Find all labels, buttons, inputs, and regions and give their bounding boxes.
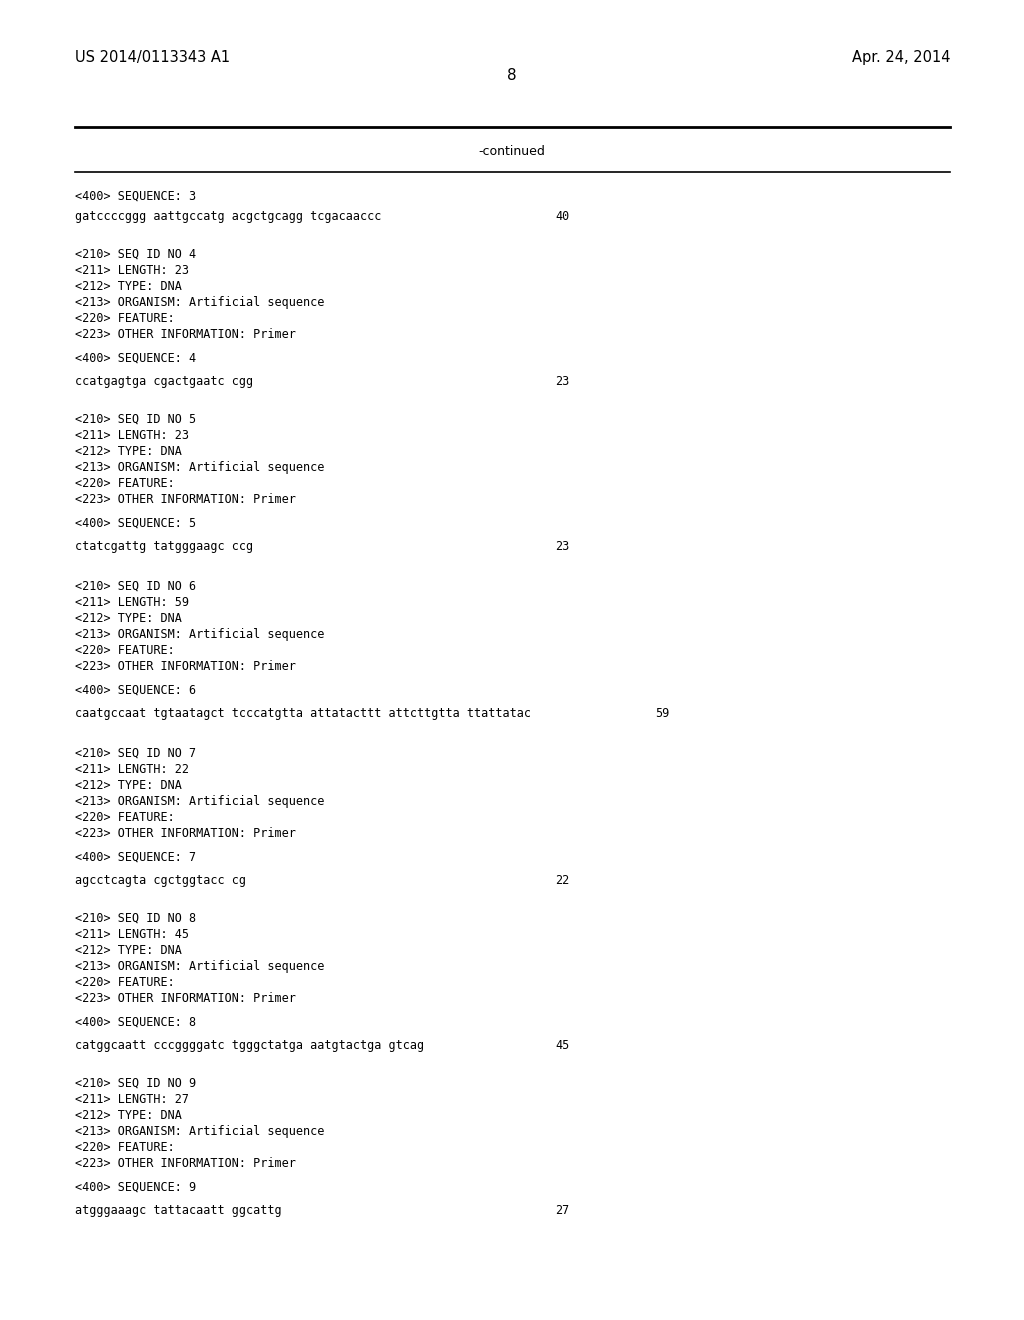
Text: agcctcagta cgctggtacc cg: agcctcagta cgctggtacc cg [75,874,246,887]
Text: <223> OTHER INFORMATION: Primer: <223> OTHER INFORMATION: Primer [75,993,296,1005]
Text: <210> SEQ ID NO 7: <210> SEQ ID NO 7 [75,747,197,760]
Text: <223> OTHER INFORMATION: Primer: <223> OTHER INFORMATION: Primer [75,1158,296,1170]
Text: <220> FEATURE:: <220> FEATURE: [75,644,175,657]
Text: 22: 22 [555,874,569,887]
Text: <212> TYPE: DNA: <212> TYPE: DNA [75,445,182,458]
Text: <220> FEATURE:: <220> FEATURE: [75,810,175,824]
Text: <211> LENGTH: 59: <211> LENGTH: 59 [75,597,189,609]
Text: <211> LENGTH: 22: <211> LENGTH: 22 [75,763,189,776]
Text: Apr. 24, 2014: Apr. 24, 2014 [852,50,950,65]
Text: <213> ORGANISM: Artificial sequence: <213> ORGANISM: Artificial sequence [75,461,325,474]
Text: <211> LENGTH: 23: <211> LENGTH: 23 [75,429,189,442]
Text: <213> ORGANISM: Artificial sequence: <213> ORGANISM: Artificial sequence [75,795,325,808]
Text: <213> ORGANISM: Artificial sequence: <213> ORGANISM: Artificial sequence [75,296,325,309]
Text: <400> SEQUENCE: 7: <400> SEQUENCE: 7 [75,851,197,865]
Text: <212> TYPE: DNA: <212> TYPE: DNA [75,944,182,957]
Text: <212> TYPE: DNA: <212> TYPE: DNA [75,1109,182,1122]
Text: <223> OTHER INFORMATION: Primer: <223> OTHER INFORMATION: Primer [75,492,296,506]
Text: <400> SEQUENCE: 6: <400> SEQUENCE: 6 [75,684,197,697]
Text: <210> SEQ ID NO 8: <210> SEQ ID NO 8 [75,912,197,925]
Text: <212> TYPE: DNA: <212> TYPE: DNA [75,280,182,293]
Text: <210> SEQ ID NO 5: <210> SEQ ID NO 5 [75,413,197,426]
Text: <211> LENGTH: 23: <211> LENGTH: 23 [75,264,189,277]
Text: <211> LENGTH: 45: <211> LENGTH: 45 [75,928,189,941]
Text: <223> OTHER INFORMATION: Primer: <223> OTHER INFORMATION: Primer [75,327,296,341]
Text: <220> FEATURE:: <220> FEATURE: [75,312,175,325]
Text: US 2014/0113343 A1: US 2014/0113343 A1 [75,50,230,65]
Text: <213> ORGANISM: Artificial sequence: <213> ORGANISM: Artificial sequence [75,1125,325,1138]
Text: <210> SEQ ID NO 9: <210> SEQ ID NO 9 [75,1077,197,1090]
Text: 23: 23 [555,375,569,388]
Text: catggcaatt cccggggatc tgggctatga aatgtactga gtcag: catggcaatt cccggggatc tgggctatga aatgtac… [75,1039,424,1052]
Text: <220> FEATURE:: <220> FEATURE: [75,975,175,989]
Text: <212> TYPE: DNA: <212> TYPE: DNA [75,779,182,792]
Text: 40: 40 [555,210,569,223]
Text: <400> SEQUENCE: 5: <400> SEQUENCE: 5 [75,517,197,531]
Text: 8: 8 [507,69,517,83]
Text: atgggaaagc tattacaatt ggcattg: atgggaaagc tattacaatt ggcattg [75,1204,282,1217]
Text: ccatgagtga cgactgaatc cgg: ccatgagtga cgactgaatc cgg [75,375,253,388]
Text: 59: 59 [655,708,670,719]
Text: <400> SEQUENCE: 3: <400> SEQUENCE: 3 [75,190,197,203]
Text: <220> FEATURE:: <220> FEATURE: [75,1140,175,1154]
Text: <220> FEATURE:: <220> FEATURE: [75,477,175,490]
Text: 23: 23 [555,540,569,553]
Text: -continued: -continued [478,145,546,158]
Text: 27: 27 [555,1204,569,1217]
Text: <211> LENGTH: 27: <211> LENGTH: 27 [75,1093,189,1106]
Text: <400> SEQUENCE: 4: <400> SEQUENCE: 4 [75,352,197,366]
Text: <223> OTHER INFORMATION: Primer: <223> OTHER INFORMATION: Primer [75,828,296,840]
Text: gatccccggg aattgccatg acgctgcagg tcgacaaccc: gatccccggg aattgccatg acgctgcagg tcgacaa… [75,210,381,223]
Text: <210> SEQ ID NO 6: <210> SEQ ID NO 6 [75,579,197,593]
Text: <213> ORGANISM: Artificial sequence: <213> ORGANISM: Artificial sequence [75,960,325,973]
Text: caatgccaat tgtaatagct tcccatgtta attatacttt attcttgtta ttattatac: caatgccaat tgtaatagct tcccatgtta attatac… [75,708,531,719]
Text: <400> SEQUENCE: 8: <400> SEQUENCE: 8 [75,1016,197,1030]
Text: <400> SEQUENCE: 9: <400> SEQUENCE: 9 [75,1181,197,1195]
Text: <210> SEQ ID NO 4: <210> SEQ ID NO 4 [75,248,197,261]
Text: <212> TYPE: DNA: <212> TYPE: DNA [75,612,182,624]
Text: <213> ORGANISM: Artificial sequence: <213> ORGANISM: Artificial sequence [75,628,325,642]
Text: 45: 45 [555,1039,569,1052]
Text: <223> OTHER INFORMATION: Primer: <223> OTHER INFORMATION: Primer [75,660,296,673]
Text: ctatcgattg tatgggaagc ccg: ctatcgattg tatgggaagc ccg [75,540,253,553]
